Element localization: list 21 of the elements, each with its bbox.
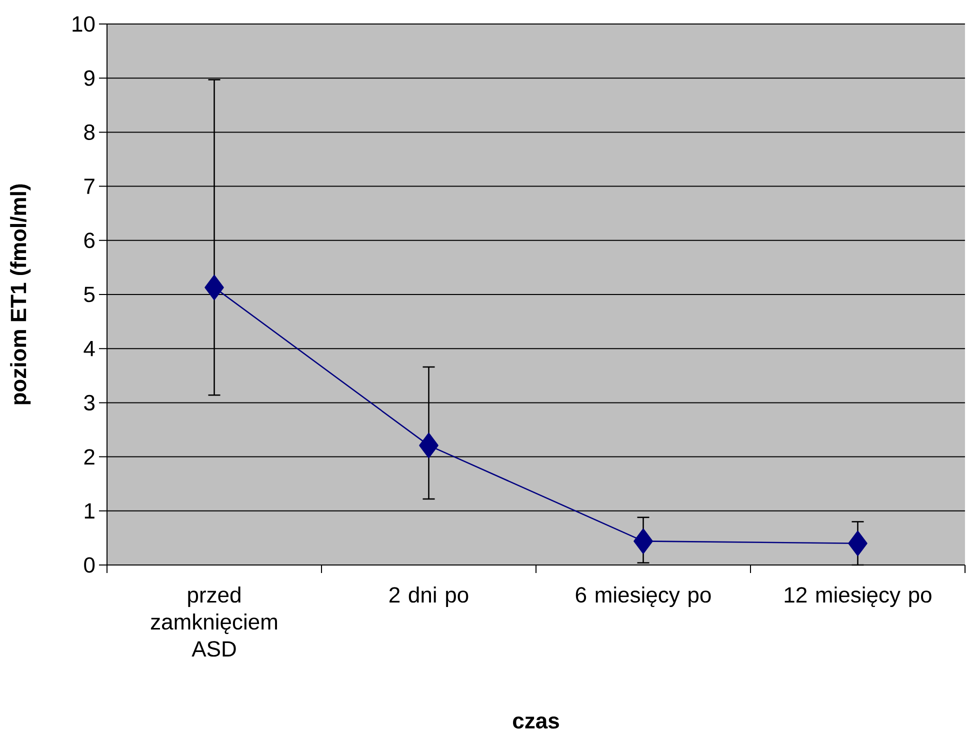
y-tick-label: 1 [84, 503, 94, 518]
y-tick-label: 10 [72, 16, 95, 32]
y-tick-label: 0 [84, 557, 95, 573]
point [419, 432, 438, 458]
x-axis-title: czas [513, 716, 559, 729]
x-tick-label: 6 miesięcy po [576, 586, 711, 608]
y-tick-label: 3 [84, 394, 95, 410]
y-tick-label: 4 [84, 341, 95, 356]
y-axis-title: poziom ET1 (fmol/ml) [10, 184, 31, 404]
x-tick-label: 12 miesięcy po [784, 586, 932, 608]
point [848, 530, 868, 556]
y-tick-label: 5 [84, 286, 95, 302]
y-tick-label: 8 [84, 124, 95, 140]
x-tick-label: 2 dni po [390, 586, 468, 608]
x-tick-label: przed zamknięciem ASD [150, 586, 277, 657]
point [634, 528, 653, 554]
y-tick-label: 9 [84, 70, 94, 86]
y-tick-label: 6 [84, 232, 95, 248]
y-tick-label: 7 [84, 178, 94, 194]
point [204, 274, 224, 300]
y-tick-label: 2 [84, 449, 94, 464]
